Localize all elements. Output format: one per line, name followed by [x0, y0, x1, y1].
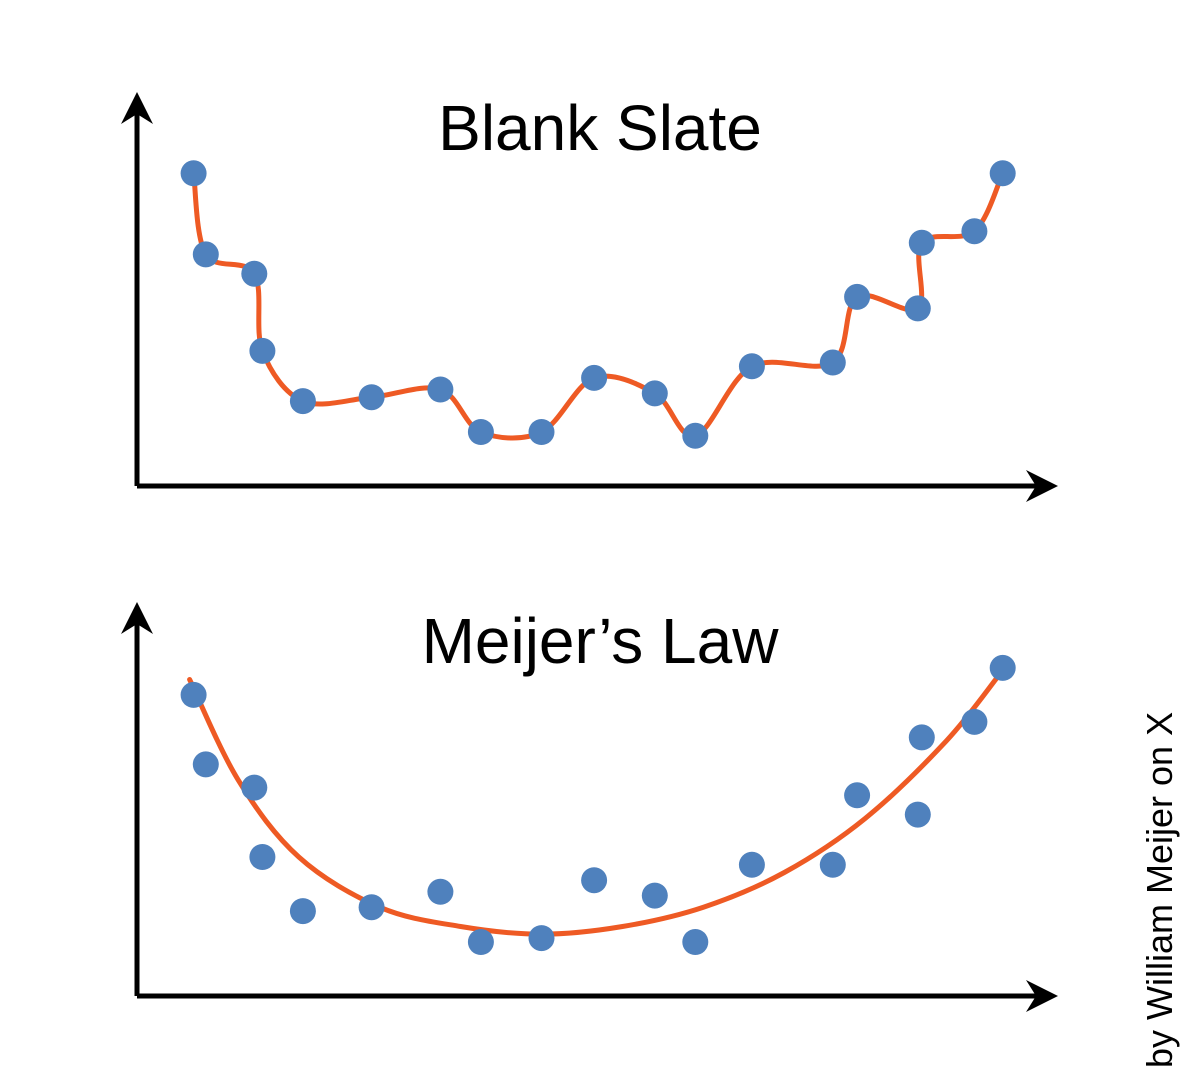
chart-title: Meijer’s Law: [422, 605, 780, 677]
data-point: [908, 724, 935, 751]
data-point: [904, 801, 931, 828]
data-point: [961, 218, 988, 245]
y-axis-arrowhead: [121, 92, 153, 124]
data-point: [358, 894, 385, 921]
data-point: [467, 419, 494, 445]
data-point: [192, 751, 219, 778]
data-point: [641, 882, 668, 909]
x-axis-arrowhead: [1026, 470, 1058, 502]
data-point: [908, 229, 935, 256]
chart-meijers-law: Meijer’s Law: [121, 602, 1058, 1012]
fit-curve: [187, 673, 1002, 937]
chart-blank-slate: Blank Slate: [121, 92, 1058, 502]
data-point: [581, 867, 608, 894]
data-point: [180, 160, 207, 187]
data-point: [180, 681, 207, 708]
data-point: [249, 337, 276, 364]
data-point: [682, 422, 709, 449]
data-point: [904, 295, 931, 322]
data-point: [467, 929, 494, 955]
data-point: [427, 878, 454, 905]
data-point: [528, 925, 555, 952]
data-point: [961, 708, 988, 735]
data-point: [641, 380, 668, 407]
credit-text: by William Meijer on X: [1139, 712, 1180, 1068]
data-point: [427, 376, 454, 403]
data-point: [682, 929, 709, 955]
y-axis-arrowhead: [121, 602, 153, 634]
data-point: [241, 260, 268, 287]
data-point: [738, 353, 765, 380]
data-point: [819, 349, 846, 376]
data-point: [844, 782, 871, 809]
data-point: [844, 283, 871, 310]
data-point: [358, 384, 385, 411]
data-point: [989, 160, 1016, 187]
data-point: [289, 388, 316, 415]
data-point: [289, 898, 316, 925]
data-point: [249, 844, 276, 870]
data-point: [819, 851, 846, 878]
chart-title: Blank Slate: [438, 92, 762, 164]
data-point: [192, 241, 219, 268]
data-point: [241, 774, 268, 801]
data-point: [738, 851, 765, 878]
data-point: [989, 654, 1016, 681]
x-axis-arrowhead: [1026, 980, 1058, 1012]
data-point: [581, 364, 608, 391]
data-point: [528, 419, 555, 445]
